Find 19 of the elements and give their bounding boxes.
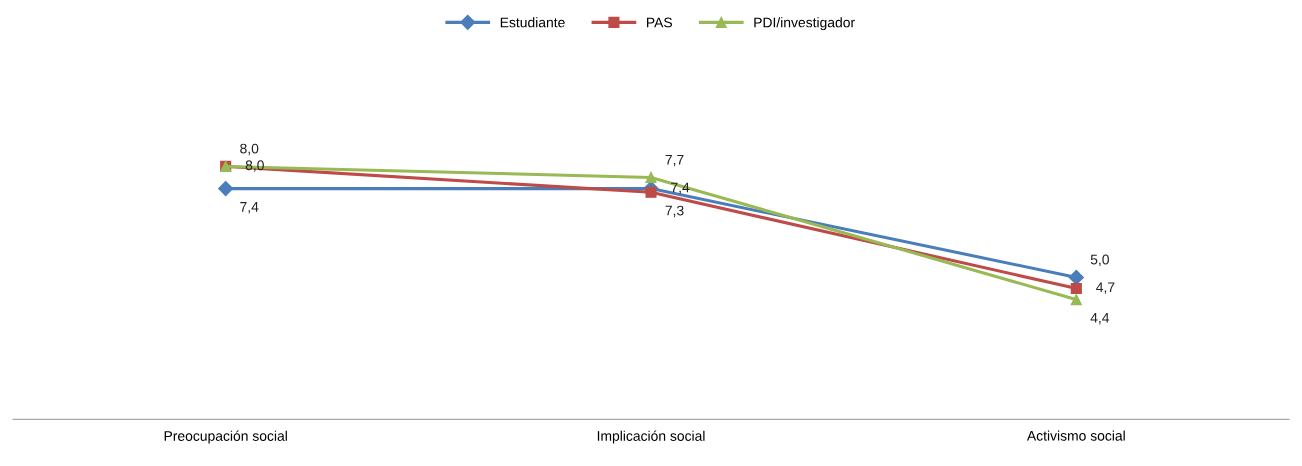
x-tick-label: Activismo social (1026, 430, 1125, 441)
point (645, 186, 657, 198)
data-label: 7,7 (665, 154, 684, 167)
data-label: 5,0 (1090, 254, 1109, 267)
legend-label: PAS (647, 17, 672, 28)
point (218, 181, 234, 197)
data-label: 4,4 (1090, 313, 1110, 325)
point (1070, 294, 1082, 306)
x-tick-label: Preocupación social (164, 430, 287, 444)
point (645, 171, 657, 184)
data-label: 7,3 (665, 205, 684, 218)
data-label: 8,0 (240, 143, 259, 156)
data-label: 7,4 (240, 202, 259, 214)
point (1068, 269, 1084, 285)
legend-label: Estudiante (500, 17, 565, 28)
point (1070, 282, 1082, 295)
x-tick-label: Implicación social (597, 430, 705, 444)
legend-label: PDI/investigador (754, 17, 855, 31)
data-label: 4,7 (1096, 282, 1115, 294)
